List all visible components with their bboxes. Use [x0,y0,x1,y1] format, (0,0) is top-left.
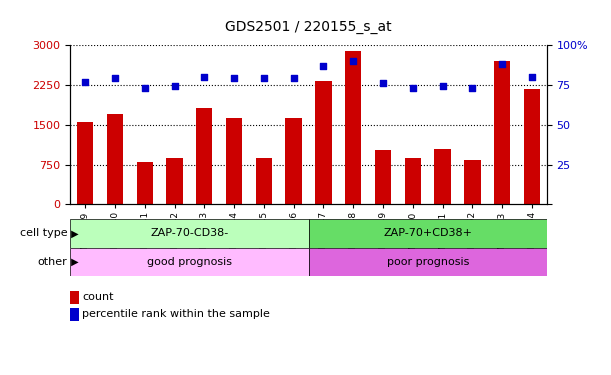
Text: other: other [37,256,67,267]
Bar [375,150,391,204]
Point [408,85,418,91]
Point [259,75,269,81]
Point [289,75,299,81]
Bar [315,81,332,204]
Bar [136,162,153,204]
Bar [404,158,421,204]
Bar [285,118,302,204]
Bar [494,61,510,204]
Point [437,84,447,90]
Bar [309,219,547,248]
Text: cell type: cell type [20,228,67,238]
Bar [166,158,183,204]
Point [497,61,507,67]
Bar [524,89,540,204]
Text: ZAP-70+CD38+: ZAP-70+CD38+ [383,228,472,238]
Bar [196,108,213,204]
Text: poor prognosis: poor prognosis [387,256,469,267]
Text: good prognosis: good prognosis [147,256,232,267]
Bar [107,114,123,204]
Point [110,75,120,81]
Bar [464,160,481,204]
Bar [70,248,309,276]
Bar [226,118,243,204]
Point [467,85,477,91]
Text: ZAP-70-CD38-: ZAP-70-CD38- [150,228,229,238]
Bar [434,148,451,204]
Point [199,74,209,80]
Point [229,75,239,81]
Point [318,63,328,69]
Bar [70,219,309,248]
Text: percentile rank within the sample: percentile rank within the sample [82,309,270,319]
Text: count: count [82,292,114,302]
Text: ▶: ▶ [68,256,78,267]
Point [378,80,388,86]
Bar [309,248,547,276]
Point [80,79,90,85]
Text: ▶: ▶ [68,228,78,238]
Point [348,58,358,64]
Bar [345,51,362,204]
Bar [77,122,93,204]
Bar [255,158,272,204]
Point [140,85,150,91]
Point [170,84,180,90]
Point [527,74,537,80]
Text: GDS2501 / 220155_s_at: GDS2501 / 220155_s_at [225,20,392,34]
